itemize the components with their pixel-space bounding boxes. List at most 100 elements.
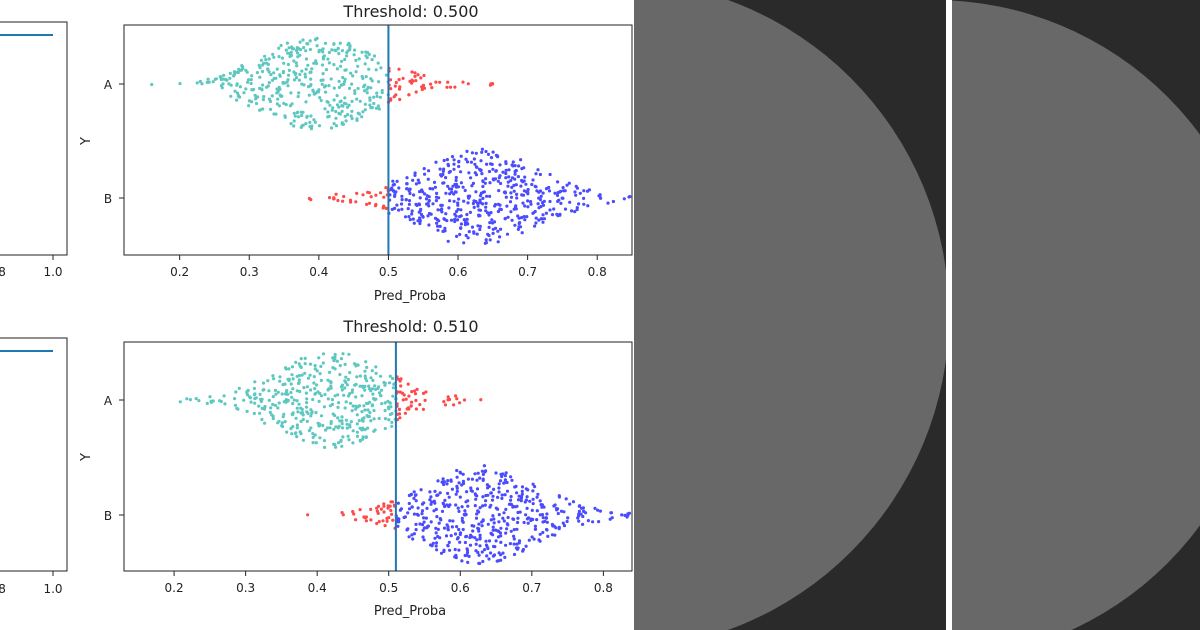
swarm-point-A	[366, 408, 370, 412]
swarm-point-A	[360, 50, 364, 54]
swarm-point-A	[364, 54, 368, 58]
swarm-point-B	[396, 518, 400, 522]
swarm-point-B	[502, 190, 506, 194]
swarm-point-A	[297, 374, 301, 378]
swarm-point-B	[390, 207, 394, 211]
swarm-point-B	[625, 515, 629, 519]
swarm-point-A	[326, 57, 330, 61]
swarm-point-A	[319, 98, 323, 103]
swarm-point-B	[450, 525, 454, 529]
swarm-point-B	[564, 497, 568, 501]
swarm-point-B	[414, 499, 418, 503]
swarm-point-B	[582, 202, 586, 206]
swarm-point-B	[555, 212, 559, 216]
swarm-point-B	[414, 182, 418, 186]
swarm-point-B	[484, 469, 488, 473]
swarm-point-B	[410, 533, 414, 537]
swarm-point-B	[520, 216, 524, 220]
swarm-point-B	[490, 162, 494, 166]
swarm-point-A	[236, 91, 240, 95]
swarm-point-B	[556, 511, 560, 516]
swarm-point-A	[397, 78, 401, 82]
swarm-point-B	[509, 495, 513, 499]
swarm-point-B	[487, 557, 491, 561]
swarm-point-B	[455, 525, 459, 529]
x-tick-label: 0.2	[165, 581, 184, 595]
swarm-point-A	[232, 74, 236, 78]
swarm-point-A	[345, 383, 349, 387]
swarm-point-B	[494, 471, 498, 475]
swarm-point-B	[426, 214, 430, 218]
swarm-point-B	[468, 210, 472, 214]
swarm-point-A	[364, 376, 368, 380]
swarm-point-B	[456, 203, 460, 207]
swarm-point-B	[414, 522, 418, 527]
swarm-point-A	[331, 106, 335, 110]
swarm-point-B	[539, 503, 543, 507]
swarm-point-B	[440, 480, 444, 484]
swarm-point-A	[339, 64, 343, 68]
swarm-point-B	[429, 212, 433, 216]
swarm-point-B	[499, 553, 503, 557]
swarm-point-B	[509, 502, 514, 507]
swarm-point-B	[420, 511, 424, 516]
swarm-point-B	[453, 532, 458, 536]
swarm-point-B	[517, 216, 521, 220]
swarm-point-A	[350, 82, 354, 86]
swarm-point-B	[419, 212, 423, 216]
swarm-point-B	[499, 227, 503, 231]
swarm-point-A	[367, 384, 371, 388]
left-plot-bottom: 8 1.0	[0, 337, 68, 596]
swarm-point-B	[498, 479, 503, 483]
swarm-point-B	[476, 204, 480, 208]
swarm-point-A	[258, 75, 262, 79]
swarm-point-A	[341, 352, 345, 356]
swarm-point-A	[312, 61, 316, 65]
swarm-point-B	[475, 487, 480, 491]
swarm-point-A	[289, 391, 293, 395]
swarm-point-A	[280, 421, 284, 425]
swarm-point-B	[431, 541, 435, 545]
swarm-point-B	[506, 184, 510, 188]
swarm-point-B	[498, 235, 502, 239]
swarm-point-A	[290, 432, 294, 436]
swarm-point-A	[258, 392, 262, 396]
swarm-point-A	[319, 378, 323, 383]
swarm-point-A	[363, 428, 367, 432]
swarm-point-B	[458, 495, 462, 499]
swarm-point-A	[360, 115, 364, 119]
swarm-point-B	[477, 522, 481, 526]
swarm-point-A	[256, 95, 260, 99]
swarm-point-A	[372, 54, 377, 58]
swarm-point-A	[360, 74, 364, 79]
swarm-point-A	[309, 426, 313, 430]
swarm-point-A	[313, 364, 317, 368]
swarm-point-B	[491, 528, 495, 532]
swarm-point-B	[538, 172, 543, 177]
swarm-point-A	[308, 125, 312, 129]
swarm-point-B	[568, 200, 572, 204]
swarm-point-B	[477, 201, 481, 205]
swarm-point-A	[307, 429, 311, 433]
swarm-point-A	[350, 390, 354, 394]
swarm-point-B	[434, 199, 438, 203]
swarm-point-B	[574, 193, 578, 197]
swarm-point-B	[478, 533, 482, 537]
swarm-point-B	[411, 178, 415, 182]
swarm-point-B	[418, 522, 422, 526]
swarm-point-A	[277, 85, 281, 89]
swarm-point-B	[509, 529, 513, 533]
swarm-point-B	[505, 527, 509, 531]
swarm-point-B	[442, 526, 447, 530]
swarm-point-A	[266, 379, 270, 383]
swarm-point-A	[331, 412, 335, 416]
swarm-point-B	[482, 190, 486, 194]
swarm-point-B	[472, 199, 476, 203]
swarm-point-B	[550, 533, 555, 537]
y-axis-label: Y	[79, 137, 94, 146]
swarm-point-B	[385, 519, 389, 523]
swarm-point-A	[304, 391, 308, 395]
swarm-point-B	[568, 502, 572, 506]
swarm-point-B	[539, 217, 543, 221]
swarm-point-A	[258, 411, 262, 415]
